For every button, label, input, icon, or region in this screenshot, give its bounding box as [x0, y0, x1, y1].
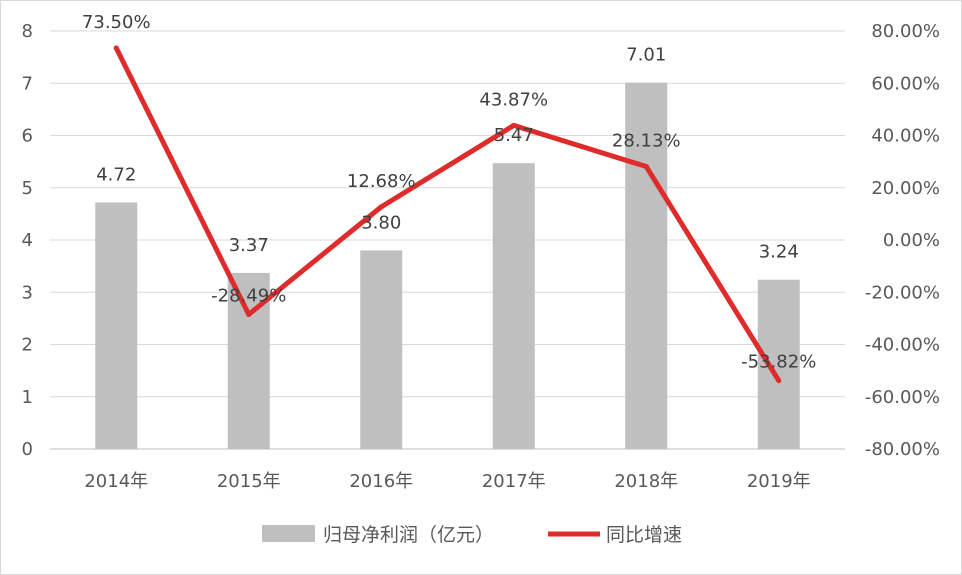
left-tick-label: 1	[22, 387, 33, 408]
line-data-label: 12.68%	[347, 171, 416, 192]
left-tick-label: 4	[22, 230, 33, 251]
right-tick-label: 40.00%	[871, 126, 940, 147]
line-point	[776, 378, 782, 384]
x-tick-label: 2017年	[482, 471, 546, 492]
left-tick-label: 7	[22, 73, 33, 94]
line-data-labels: 73.50% -28.49% 12.68% 43.87% 28.13% -53.82%	[82, 12, 816, 373]
right-tick-label: 20.00%	[871, 178, 940, 199]
left-tick-label: 5	[22, 178, 33, 199]
bar-data-label: 3.37	[229, 235, 269, 256]
growth-line	[113, 45, 782, 384]
line-data-label: 73.50%	[82, 12, 151, 33]
x-tick-label: 2014年	[84, 471, 148, 492]
line-data-label: -53.82%	[741, 352, 816, 373]
bar-data-label: 4.72	[96, 164, 136, 185]
bar	[360, 250, 403, 449]
line-series	[113, 45, 782, 384]
right-tick-label: -40.00%	[865, 335, 940, 356]
bar	[492, 163, 535, 449]
line-point	[511, 122, 517, 128]
line-point	[113, 45, 119, 51]
right-tick-label: -80.00%	[865, 439, 940, 460]
bar-data-label: 7.01	[626, 45, 666, 66]
gridlines	[50, 30, 845, 398]
left-tick-label: 3	[22, 282, 33, 303]
left-axis: 0 1 2 3 4 5 6 7 8	[22, 21, 33, 460]
right-tick-label: 0.00%	[883, 230, 940, 251]
line-data-label: 28.13%	[612, 131, 681, 152]
left-tick-label: 6	[22, 126, 33, 147]
legend-bar-label: 归母净利润（亿元）	[323, 524, 494, 546]
right-tick-label: -60.00%	[865, 387, 940, 408]
left-tick-label: 8	[22, 21, 33, 42]
line-point	[246, 311, 252, 317]
bar	[757, 279, 800, 449]
x-tick-label: 2019年	[747, 471, 811, 492]
x-axis: 2014年 2015年 2016年 2017年 2018年 2019年	[50, 448, 845, 492]
line-data-label: -28.49%	[211, 285, 286, 306]
legend-bar-swatch	[262, 525, 315, 542]
x-tick-label: 2015年	[217, 471, 281, 492]
bar	[625, 82, 668, 449]
right-tick-label: 60.00%	[871, 73, 940, 94]
bar-data-label: 5.47	[494, 125, 534, 146]
bar-data-label: 3.24	[759, 242, 799, 263]
x-tick-label: 2016年	[349, 471, 413, 492]
left-tick-label: 2	[22, 335, 33, 356]
x-tick-label: 2018年	[614, 471, 678, 492]
legend-line-label: 同比增速	[606, 524, 682, 546]
line-point	[643, 164, 649, 170]
legend: 归母净利润（亿元） 同比增速	[262, 524, 682, 546]
bar	[95, 202, 138, 449]
line-point	[378, 204, 384, 210]
bar-data-label: 3.80	[361, 212, 401, 233]
right-tick-label: -20.00%	[865, 282, 940, 303]
line-data-label: 43.87%	[479, 89, 548, 110]
bar-data-labels: 4.72 3.37 3.80 5.47 7.01 3.24	[96, 45, 799, 263]
right-tick-label: 80.00%	[871, 21, 940, 42]
left-tick-label: 0	[22, 439, 33, 460]
right-axis: 80.00% 60.00% 40.00% 20.00% 0.00% -20.00% -40.…	[865, 21, 940, 460]
